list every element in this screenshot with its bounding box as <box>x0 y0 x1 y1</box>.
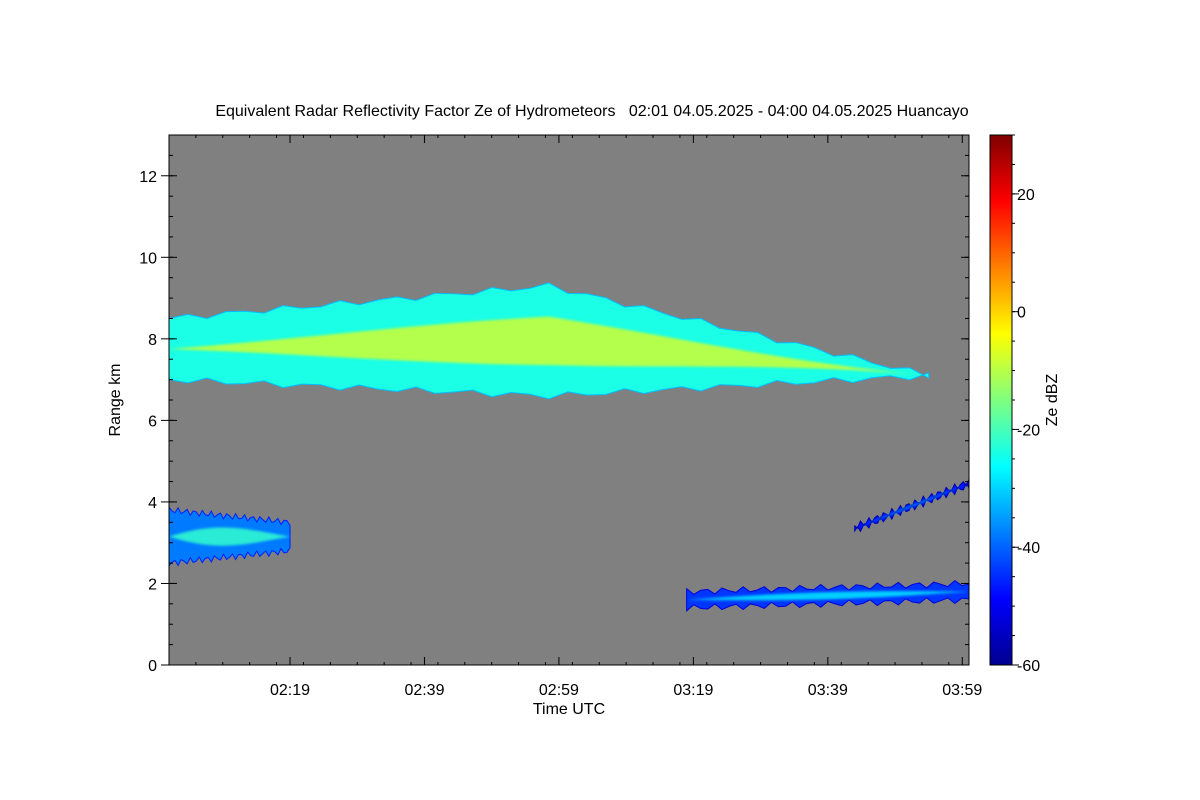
colorbar <box>989 134 1013 666</box>
y-tick-label: 4 <box>148 495 157 512</box>
x-tick-label: 02:59 <box>539 682 579 699</box>
x-axis: 02:19 02:39 02:59 03:19 03:39 03:59 <box>168 135 982 699</box>
echo-region-core <box>854 483 969 529</box>
colorbar-tick-label: 0 <box>1017 305 1026 322</box>
y-tick-label: 6 <box>148 413 157 430</box>
echo-region <box>168 505 291 568</box>
y-tick-label: 10 <box>139 250 157 267</box>
chart-title: Equivalent Radar Reflectivity Factor Ze … <box>215 103 968 120</box>
x-tick-label: 03:19 <box>673 682 713 699</box>
y-axis: 0 2 4 6 8 10 12 <box>139 134 969 675</box>
echo-region <box>168 282 930 400</box>
x-tick-label: 03:59 <box>942 682 982 699</box>
y-tick-label: 2 <box>148 576 157 593</box>
echo-region-core <box>169 316 929 376</box>
colorbar-tick-label: 20 <box>1017 187 1035 204</box>
echo-region-core <box>686 591 969 601</box>
colorbar-label: Ze dBZ <box>1044 374 1061 427</box>
colorbar-axis: -60 -40 -20 0 20 <box>1012 134 1040 675</box>
echo-region-core <box>169 527 291 546</box>
y-axis-label: Range km <box>107 364 124 437</box>
x-axis-label: Time UTC <box>533 701 605 718</box>
y-tick-label: 8 <box>148 332 157 349</box>
plot-background <box>169 135 969 665</box>
colorbar-tick-label: -60 <box>1017 658 1040 675</box>
x-tick-label: 03:39 <box>808 682 848 699</box>
y-tick-label: 0 <box>148 658 157 675</box>
x-tick-label: 02:39 <box>404 682 444 699</box>
colorbar-tick-label: -40 <box>1017 540 1040 557</box>
colorbar-tick-label: -20 <box>1017 422 1040 439</box>
x-tick-label: 02:19 <box>270 682 310 699</box>
y-tick-label: 12 <box>139 169 157 186</box>
echo-layer <box>168 282 970 612</box>
